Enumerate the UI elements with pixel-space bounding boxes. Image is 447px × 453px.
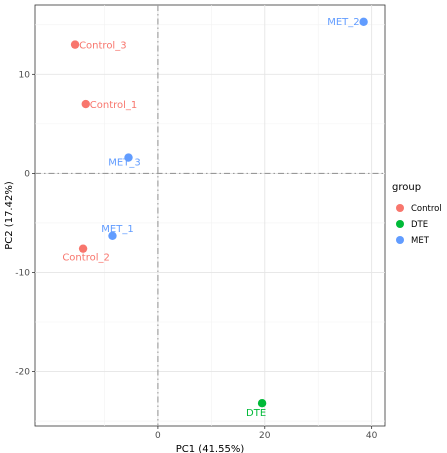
data-points: Control_3 Control_1 Control_2 MET_2 MET_3 MET…	[62, 17, 368, 419]
point-label: Control_2	[62, 253, 110, 264]
axis-ticks: 0 20 40 -20 -10 0 10	[15, 70, 377, 441]
y-axis-title: PC2 (17.42%)	[4, 181, 15, 250]
data-point	[81, 99, 90, 109]
point-label: MET_2	[327, 17, 359, 28]
x-axis-title: PC1 (41.55%)	[176, 444, 245, 453]
panel-border	[34, 4, 386, 427]
y-tick-label: -20	[15, 368, 30, 378]
legend-key	[396, 220, 404, 228]
x-tick-label: 20	[259, 431, 271, 441]
data-point	[108, 231, 117, 241]
data-point	[124, 153, 133, 162]
legend-key	[396, 236, 404, 244]
x-tick-label: 0	[155, 431, 161, 441]
plot-panel	[34, 4, 386, 427]
data-point	[257, 399, 267, 408]
data-point	[78, 244, 88, 253]
y-tick-label: -10	[15, 268, 30, 278]
x-tick-label: 40	[366, 431, 378, 441]
legend-title: group	[392, 182, 421, 193]
point-label: Control_1	[90, 100, 138, 111]
data-point	[359, 17, 368, 27]
point-label: MET_3	[108, 158, 140, 169]
legend: group Control DTE MET	[392, 182, 442, 246]
legend-key	[396, 204, 404, 212]
legend-label: DTE	[411, 220, 428, 230]
point-label: DTE	[246, 408, 266, 419]
y-tick-label: 0	[24, 169, 30, 179]
y-tick-label: 10	[19, 70, 31, 80]
legend-label: MET	[411, 236, 430, 246]
data-point	[70, 40, 80, 49]
legend-label: Control	[411, 204, 442, 214]
point-label: Control_3	[79, 41, 127, 52]
point-label: MET_1	[101, 224, 133, 235]
